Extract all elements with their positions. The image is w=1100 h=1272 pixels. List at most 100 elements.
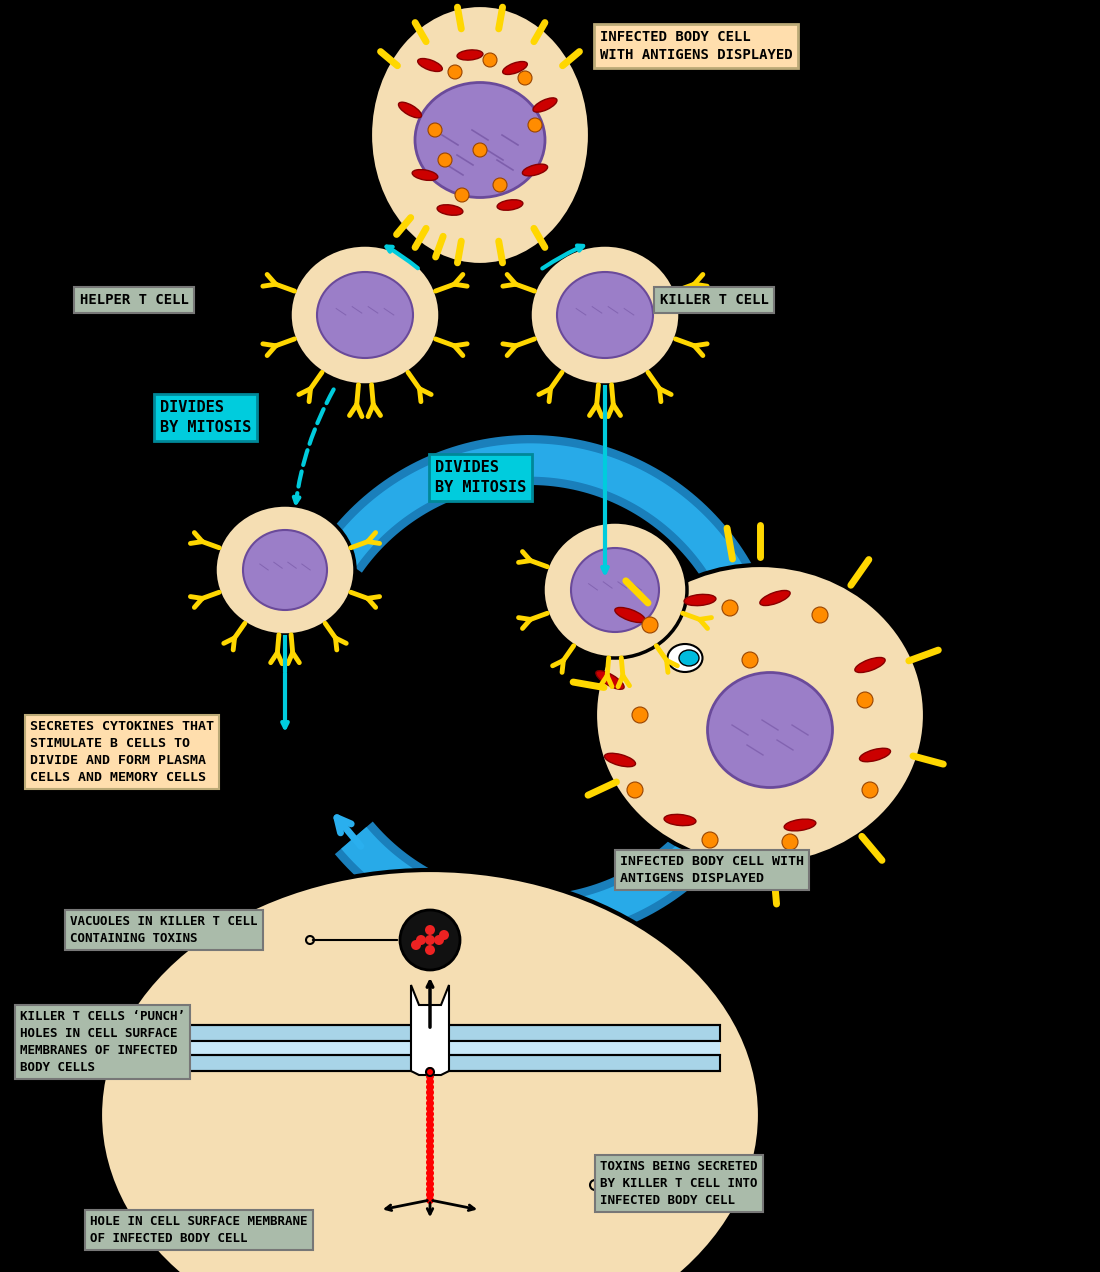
Circle shape (400, 909, 460, 971)
Text: VACUOLES IN KILLER T CELL
CONTAINING TOXINS: VACUOLES IN KILLER T CELL CONTAINING TOX… (70, 915, 257, 945)
Ellipse shape (605, 753, 636, 767)
Ellipse shape (437, 205, 463, 215)
Ellipse shape (412, 169, 438, 181)
Ellipse shape (317, 272, 412, 357)
Circle shape (782, 834, 797, 850)
Circle shape (425, 925, 435, 935)
Circle shape (426, 1094, 434, 1102)
Circle shape (455, 188, 469, 202)
Circle shape (518, 71, 532, 85)
Ellipse shape (679, 650, 699, 667)
Circle shape (439, 930, 449, 940)
Bar (110, 1040, 720, 1054)
Circle shape (426, 1089, 434, 1096)
Circle shape (426, 1152, 434, 1161)
Circle shape (426, 1077, 434, 1086)
Ellipse shape (534, 98, 557, 112)
Text: DIVIDES
BY MITOSIS: DIVIDES BY MITOSIS (434, 460, 526, 495)
Ellipse shape (615, 608, 646, 622)
Ellipse shape (859, 748, 891, 762)
Circle shape (426, 1126, 434, 1135)
Ellipse shape (760, 590, 790, 605)
Circle shape (426, 1191, 434, 1198)
Circle shape (426, 1104, 434, 1113)
Text: TOXINS BEING SECRETED
BY KILLER T CELL INTO
INFECTED BODY CELL: TOXINS BEING SECRETED BY KILLER T CELL I… (600, 1160, 758, 1207)
Circle shape (702, 832, 718, 848)
Circle shape (425, 935, 435, 945)
Circle shape (483, 53, 497, 67)
Text: INFECTED BODY CELL
WITH ANTIGENS DISPLAYED: INFECTED BODY CELL WITH ANTIGENS DISPLAY… (600, 31, 793, 62)
Circle shape (438, 153, 452, 167)
Ellipse shape (571, 548, 659, 632)
Circle shape (426, 1147, 434, 1156)
Ellipse shape (243, 530, 327, 611)
Circle shape (416, 935, 426, 945)
Circle shape (742, 653, 758, 668)
Text: HELPER T CELL: HELPER T CELL (80, 293, 189, 307)
Text: SECRETES CYTOKINES THAT
STIMULATE B CELLS TO
DIVIDE AND FORM PLASMA
CELLS AND ME: SECRETES CYTOKINES THAT STIMULATE B CELL… (30, 720, 214, 784)
Text: HOLE IN CELL SURFACE MEMBRANE
OF INFECTED BODY CELL: HOLE IN CELL SURFACE MEMBRANE OF INFECTE… (90, 1215, 308, 1245)
Circle shape (426, 1169, 434, 1177)
Ellipse shape (543, 522, 688, 658)
Circle shape (632, 707, 648, 722)
Ellipse shape (522, 164, 548, 176)
Text: DIVIDES
BY MITOSIS: DIVIDES BY MITOSIS (160, 399, 251, 435)
Ellipse shape (530, 245, 680, 385)
Circle shape (812, 607, 828, 623)
Ellipse shape (398, 102, 421, 118)
Circle shape (426, 1174, 434, 1183)
Ellipse shape (415, 83, 544, 197)
Ellipse shape (684, 594, 716, 605)
Ellipse shape (595, 565, 925, 865)
Circle shape (862, 782, 878, 798)
Ellipse shape (214, 505, 355, 635)
Bar (110, 1025, 720, 1040)
Circle shape (426, 1116, 434, 1123)
Circle shape (857, 692, 873, 709)
Circle shape (426, 1196, 434, 1205)
Circle shape (627, 782, 644, 798)
Polygon shape (411, 985, 449, 1075)
Circle shape (493, 178, 507, 192)
Ellipse shape (596, 670, 624, 689)
Circle shape (426, 1067, 434, 1075)
Circle shape (528, 118, 542, 132)
Ellipse shape (503, 61, 527, 75)
Ellipse shape (497, 200, 522, 210)
Ellipse shape (456, 50, 483, 60)
Ellipse shape (100, 870, 760, 1272)
Circle shape (426, 1137, 434, 1145)
Circle shape (426, 1121, 434, 1128)
Ellipse shape (557, 272, 653, 357)
Ellipse shape (418, 59, 442, 71)
Circle shape (426, 1164, 434, 1172)
Ellipse shape (707, 673, 833, 787)
Circle shape (425, 945, 435, 955)
Circle shape (426, 1186, 434, 1193)
Bar (110, 1054, 720, 1071)
Circle shape (426, 1084, 434, 1091)
Ellipse shape (784, 819, 816, 831)
Circle shape (642, 617, 658, 633)
Ellipse shape (370, 5, 590, 265)
Circle shape (426, 1099, 434, 1107)
Ellipse shape (290, 245, 440, 385)
Ellipse shape (664, 814, 696, 826)
Circle shape (448, 65, 462, 79)
Circle shape (434, 935, 444, 945)
Circle shape (473, 142, 487, 156)
Circle shape (426, 1132, 434, 1140)
Ellipse shape (668, 644, 703, 672)
Text: KILLER T CELL: KILLER T CELL (660, 293, 769, 307)
Ellipse shape (855, 658, 886, 673)
Text: KILLER T CELLS ‘PUNCH’
HOLES IN CELL SURFACE
MEMBRANES OF INFECTED
BODY CELLS: KILLER T CELLS ‘PUNCH’ HOLES IN CELL SUR… (20, 1010, 185, 1074)
Circle shape (426, 1142, 434, 1150)
Circle shape (426, 1110, 434, 1118)
Circle shape (426, 1072, 434, 1080)
Circle shape (722, 600, 738, 616)
Text: INFECTED BODY CELL WITH
ANTIGENS DISPLAYED: INFECTED BODY CELL WITH ANTIGENS DISPLAY… (620, 855, 804, 885)
Circle shape (428, 123, 442, 137)
Circle shape (411, 940, 421, 950)
Circle shape (426, 1159, 434, 1166)
Circle shape (426, 1180, 434, 1188)
